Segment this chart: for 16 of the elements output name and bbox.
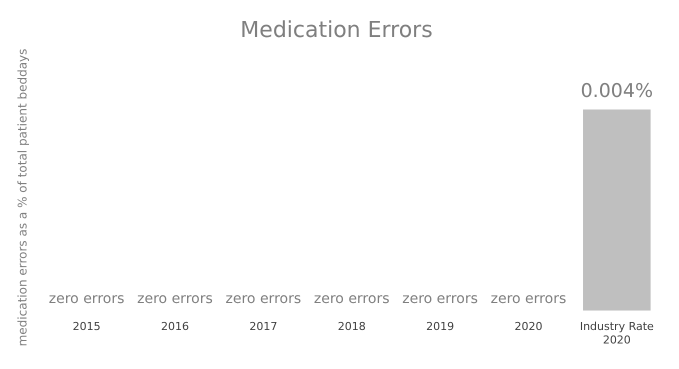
data-label: zero errors bbox=[137, 291, 213, 308]
x-tick-label: 2016 bbox=[160, 320, 189, 334]
x-tick-label: Industry Rate 2020 bbox=[580, 320, 654, 346]
chart-title: Medication Errors bbox=[240, 18, 433, 43]
data-label: zero errors bbox=[48, 291, 124, 308]
x-tick-label: 2019 bbox=[426, 320, 454, 334]
data-label: zero errors bbox=[314, 291, 390, 308]
data-label: 0.004% bbox=[580, 80, 654, 102]
x-tick-label: 2017 bbox=[249, 320, 278, 334]
x-tick-label: 2020 bbox=[514, 320, 542, 334]
data-label: zero errors bbox=[402, 291, 478, 308]
x-tick-label: 2015 bbox=[72, 320, 101, 334]
data-label: zero errors bbox=[490, 291, 566, 308]
x-tick-label: 2018 bbox=[338, 320, 366, 334]
y-axis-title: medication errors as a % of total patient beddays bbox=[15, 48, 30, 346]
data-label: zero errors bbox=[226, 291, 302, 308]
